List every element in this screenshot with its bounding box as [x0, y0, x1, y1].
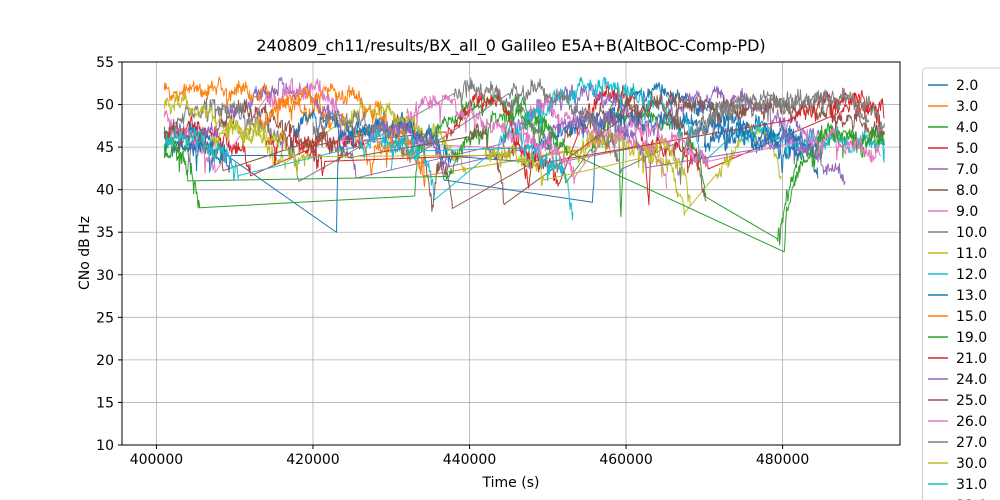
legend-label: 19.0: [956, 330, 987, 346]
x-tick-label: 420000: [286, 452, 339, 468]
series-line-prn-11.0: [163, 90, 782, 216]
y-tick-label: 35: [96, 225, 114, 241]
legend-entry: 3.0: [928, 99, 978, 115]
series-line-prn-5.0: [163, 83, 885, 206]
legend-label: 5.0: [956, 141, 978, 157]
y-tick-label: 30: [96, 268, 114, 284]
legend-label: 30.0: [956, 456, 987, 472]
chart-title: 240809_ch11/results/BX_all_0 Galileo E5A…: [256, 36, 765, 56]
legend-label: 26.0: [956, 414, 987, 430]
legend-entry: 2.0: [928, 78, 978, 94]
legend-label: 33.0: [956, 498, 987, 500]
legend-entry: 19.0: [928, 330, 987, 346]
legend-entry: 15.0: [928, 309, 987, 325]
legend-entry: 33.0: [956, 498, 987, 500]
legend-entry: 9.0: [928, 204, 978, 220]
legend-entry: 11.0: [928, 246, 987, 262]
y-tick-label: 55: [96, 55, 114, 71]
series-line-prn-27.0: [312, 78, 885, 185]
legend-label: 12.0: [956, 267, 987, 283]
axes-spines-and-ticks: 400000 420000 440000 460000 480000 10 15 20 25 30…: [96, 55, 901, 468]
x-tick-label: 440000: [443, 452, 496, 468]
legend-frame: [922, 67, 1000, 500]
x-tick-label: 460000: [599, 452, 652, 468]
legend-entry: 4.0: [928, 120, 978, 136]
y-tick-label: 40: [96, 183, 114, 199]
legend-entry: 25.0: [928, 393, 987, 409]
series-line-prn-25.0: [163, 94, 707, 206]
legend-entry: 31.0: [928, 477, 987, 493]
legend-entry: 30.0: [928, 456, 987, 472]
plot-border: [121, 61, 901, 446]
y-tick-label: 45: [96, 140, 114, 156]
legend-entry: 7.0: [928, 162, 978, 178]
legend-label: 3.0: [956, 99, 978, 115]
series-line-prn-31.0: [163, 126, 574, 221]
legend-label: 9.0: [956, 204, 978, 220]
legend-label: 8.0: [956, 183, 978, 199]
y-tick-label: 15: [96, 395, 114, 411]
x-tick-label: 480000: [756, 452, 809, 468]
legend-entry: 12.0: [928, 267, 987, 283]
legend-entry: 8.0: [928, 183, 978, 199]
legend-label: 11.0: [956, 246, 987, 262]
y-tick-label: 25: [96, 310, 114, 326]
series-line-prn-19.0: [163, 105, 885, 253]
legend-entry: 13.0: [928, 288, 987, 304]
legend-label: 25.0: [956, 393, 987, 409]
legend-label: 2.0: [956, 78, 978, 94]
legend-label: 4.0: [956, 120, 978, 136]
legend-label: 7.0: [956, 162, 978, 178]
x-tick-label: 400000: [130, 452, 183, 468]
data-series-lines: [163, 76, 885, 253]
legend-entry: 10.0: [928, 225, 987, 241]
legend-label: 24.0: [956, 372, 987, 388]
y-axis-label: CNo dB Hz: [77, 216, 93, 290]
y-tick-label: 20: [96, 353, 114, 369]
series-line-prn-33.0: [703, 124, 803, 173]
legend-label: 10.0: [956, 225, 987, 241]
series-line-prn-30.0: [210, 115, 691, 206]
legend: 2.0 3.0 4.0 5.0 7.0 8.0 9.0 10.0 11.0 12.0 13.0 15.…: [922, 67, 1000, 500]
series-line-prn-21.0: [265, 91, 881, 177]
legend-label: 31.0: [956, 477, 987, 493]
legend-entry: 21.0: [928, 351, 987, 367]
legend-label: 27.0: [956, 435, 987, 451]
legend-entry: 26.0: [928, 414, 987, 430]
legend-entry: 27.0: [928, 435, 987, 451]
y-tick-label: 50: [96, 98, 114, 114]
legend-entry: 24.0: [928, 372, 987, 388]
x-axis-label: Time (s): [482, 475, 540, 491]
y-tick-label: 10: [96, 438, 114, 454]
legend-entry: 5.0: [928, 141, 978, 157]
legend-label: 13.0: [956, 288, 987, 304]
legend-label: 21.0: [956, 351, 987, 367]
legend-label: 15.0: [956, 309, 987, 325]
